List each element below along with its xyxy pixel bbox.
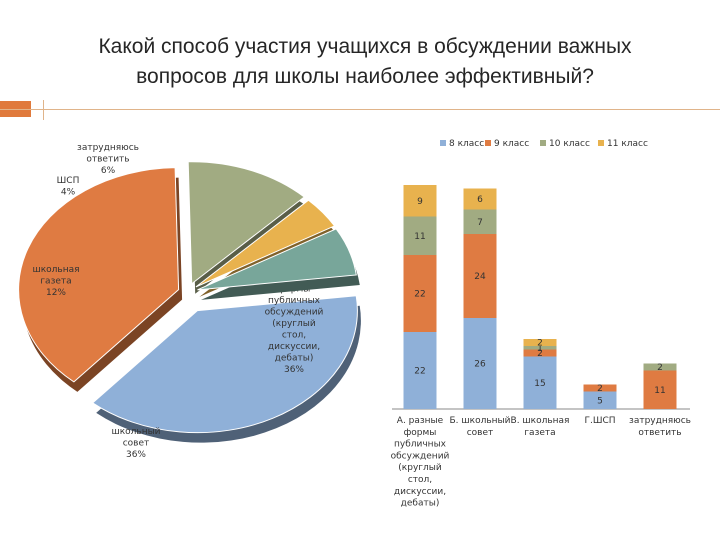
- bar-2-series-3: [463, 209, 497, 234]
- bar-5-series-3: [643, 363, 677, 371]
- legend-item-1: 8 класс: [440, 139, 484, 149]
- pie-label-4: ШСП 4%: [57, 176, 80, 198]
- legend-item-4: 11 класс: [598, 139, 648, 149]
- legend-item-2: 9 класс: [485, 139, 529, 149]
- title-line-2: вопросов для школы наиболее эффективный?: [136, 65, 594, 88]
- category-label-2: Б. школьный совет: [450, 416, 511, 438]
- chart-title: Какой способ участия учащихся в обсужден…: [60, 32, 670, 92]
- decor-rule-vertical: [43, 100, 44, 120]
- bar-value-label: 26: [474, 360, 486, 370]
- bar-2-series-2: [463, 234, 497, 318]
- bar-value-label: 1: [537, 344, 543, 354]
- legend-item-3: 10 класс: [540, 139, 590, 149]
- pie-label-2: школьный совет 36%: [111, 427, 160, 460]
- legend-label: 8 класс: [449, 139, 484, 149]
- bar-value-label: 2: [537, 339, 543, 349]
- pie-label-3: школьная газета 12%: [32, 265, 79, 298]
- bar-value-label: 2: [657, 363, 663, 373]
- category-label-1: А. разные формы публичных обсуждений (круглы…: [391, 416, 450, 509]
- bar-value-label: 2: [537, 349, 543, 359]
- bar-value-label: 6: [477, 195, 483, 205]
- category-label-5: затрудняюсь ответить: [629, 416, 691, 438]
- bar-value-label: 22: [414, 290, 425, 300]
- bar-5-series-2: [643, 370, 677, 409]
- bar-2-series-4: [463, 188, 497, 210]
- pie-label-5: затрудняюсь ответить 6%: [77, 143, 139, 176]
- bar-value-label: 11: [654, 386, 665, 396]
- bar-value-label: 7: [477, 218, 483, 228]
- bar-1-series-1: [403, 332, 437, 409]
- pie-slice-1: [91, 295, 361, 443]
- bar-value-label: 9: [417, 197, 423, 207]
- pie-slice-5: [197, 228, 360, 300]
- legend-label: 10 класс: [549, 139, 590, 149]
- bar-chart: 8 класс 9 класс 10 класс 11 класс2222119А. …: [391, 139, 691, 509]
- legend-label: 9 класс: [494, 139, 529, 149]
- pie-chart: разныеформыпубличныхобсуждений(круглыйст…: [18, 143, 361, 460]
- decor-rule-horizontal: [0, 109, 720, 110]
- bar-1-series-4: [403, 185, 437, 217]
- bar-value-label: 24: [474, 272, 486, 282]
- bar-3-series-4: [523, 339, 557, 346]
- pie-slice-2: [18, 167, 183, 392]
- bar-3-series-3: [523, 346, 557, 350]
- bar-3-series-2: [523, 349, 557, 357]
- category-label-4: Г.ШСП: [584, 416, 615, 426]
- bar-value-label: 15: [534, 379, 545, 389]
- bar-value-label: 2: [597, 384, 603, 394]
- category-label-3: В. школьная газета: [511, 416, 570, 438]
- bar-value-label: 5: [597, 396, 603, 406]
- pie-slice-3: [187, 161, 308, 294]
- bar-3-series-1: [523, 356, 557, 409]
- bar-value-label: 11: [414, 232, 425, 242]
- bar-1-series-2: [403, 255, 437, 332]
- bar-1-series-3: [403, 216, 437, 255]
- legend-label: 11 класс: [607, 139, 648, 149]
- bar-4-series-2: [583, 384, 617, 392]
- bar-2-series-1: [463, 318, 497, 409]
- bar-value-label: 22: [414, 367, 425, 377]
- bar-4-series-1: [583, 391, 617, 409]
- title-line-1: Какой способ участия учащихся в обсужден…: [98, 35, 632, 58]
